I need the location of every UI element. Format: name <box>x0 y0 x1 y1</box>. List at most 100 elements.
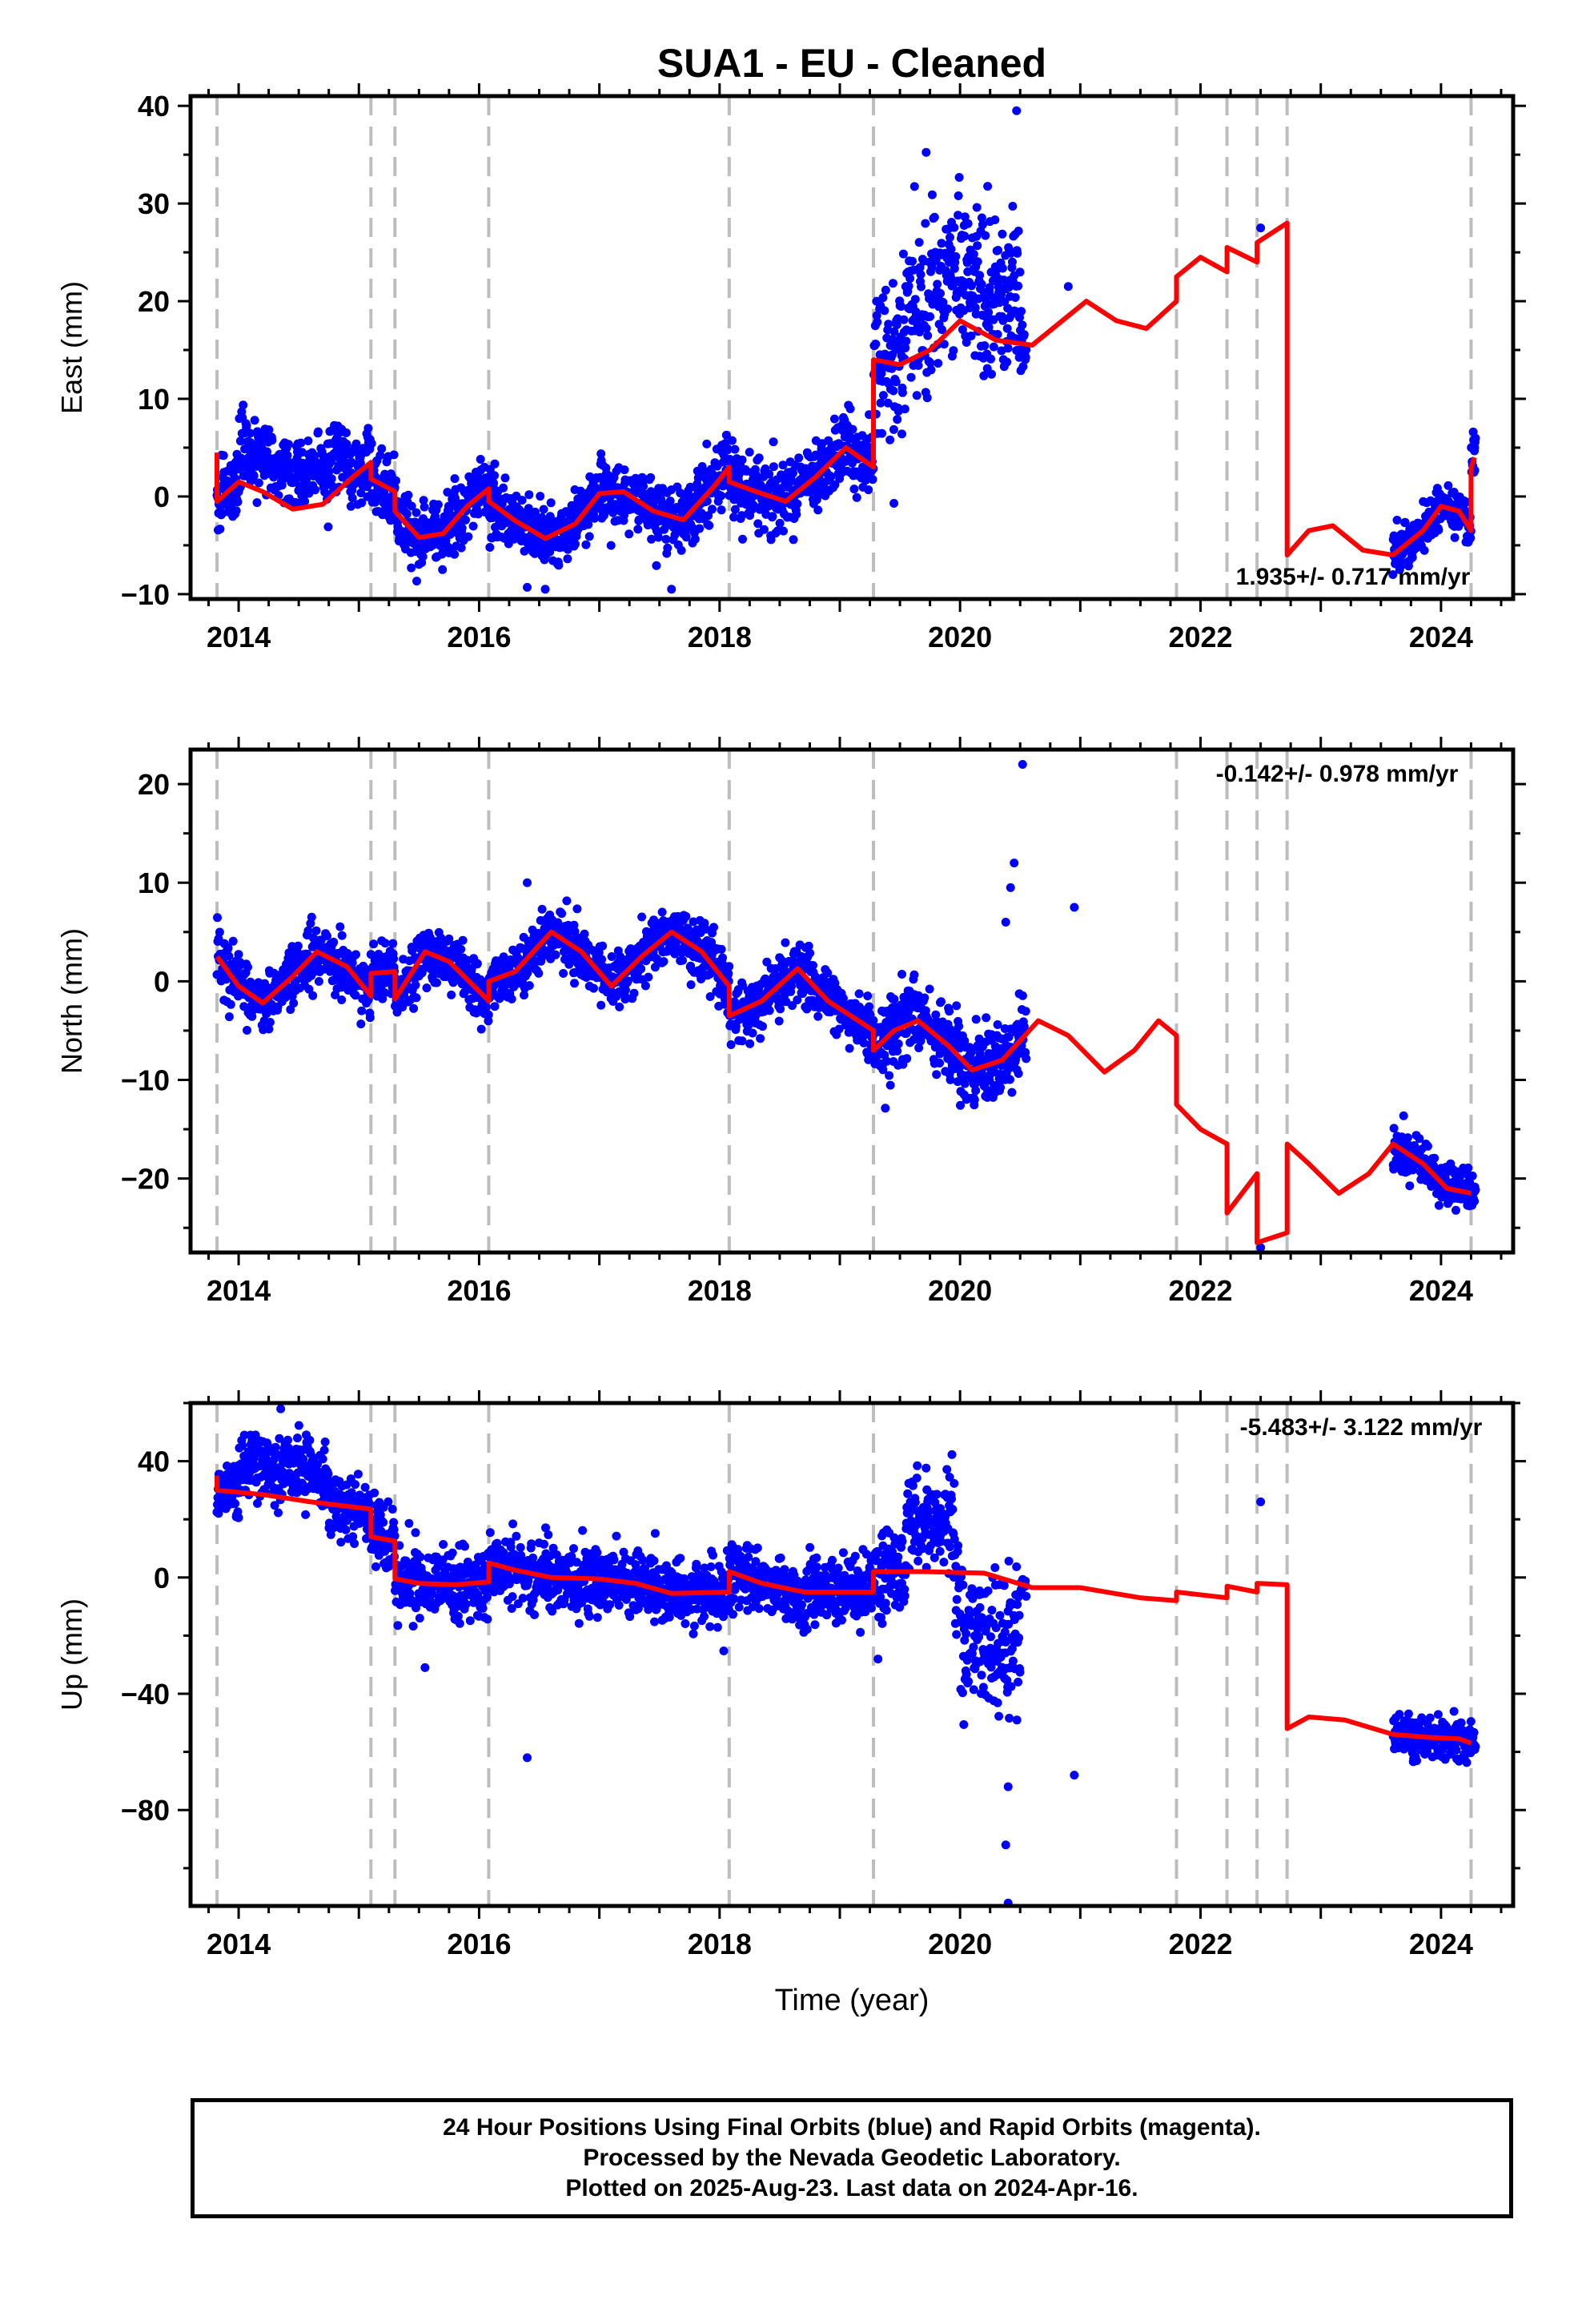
data-point <box>337 995 347 1004</box>
data-point <box>1407 553 1417 562</box>
data-point <box>1430 1153 1439 1163</box>
data-point <box>953 1077 962 1087</box>
y-tick-label: −10 <box>121 1064 170 1097</box>
data-point <box>231 1499 240 1508</box>
data-point <box>640 981 650 991</box>
data-point <box>980 341 990 351</box>
data-point <box>745 1039 755 1048</box>
outlier-point <box>1256 1243 1266 1252</box>
data-point <box>904 281 913 291</box>
data-point <box>956 1100 965 1110</box>
data-point <box>351 991 360 1000</box>
data-point <box>589 983 598 993</box>
plot-canvas: SUA1 - EU - Cleaned 2014 2016 2018 2020 2022… <box>55 41 1526 2017</box>
data-point <box>938 298 948 308</box>
data-point <box>562 896 572 906</box>
data-point <box>215 525 225 534</box>
data-point <box>717 505 726 515</box>
data-point <box>457 523 467 533</box>
data-point <box>438 565 448 574</box>
data-point <box>239 400 248 410</box>
data-point <box>945 1007 954 1016</box>
data-point <box>517 496 527 505</box>
data-point <box>893 1039 903 1048</box>
data-point <box>1434 525 1443 535</box>
data-point <box>864 1055 873 1064</box>
data-point <box>570 979 579 988</box>
data-point <box>999 275 1009 285</box>
data-point <box>725 962 734 971</box>
data-point <box>242 420 251 430</box>
data-point <box>323 522 333 532</box>
data-point <box>813 505 823 515</box>
data-point <box>935 1059 945 1068</box>
data-point <box>779 526 788 536</box>
data-point <box>926 358 935 368</box>
data-point <box>590 513 599 523</box>
data-point <box>450 549 460 559</box>
data-point <box>789 535 798 545</box>
outlier-point <box>1010 858 1019 868</box>
data-point <box>584 532 594 541</box>
data-point <box>636 964 646 974</box>
data-point <box>351 950 360 959</box>
data-point <box>897 970 906 979</box>
data-point <box>1468 1171 1477 1180</box>
data-point <box>952 1001 962 1011</box>
data-point <box>499 483 508 493</box>
data-point <box>915 263 925 272</box>
data-point <box>868 475 877 485</box>
data-point <box>320 488 330 497</box>
data-point <box>863 991 873 1001</box>
data-point <box>1003 344 1013 353</box>
data-point <box>224 951 234 961</box>
data-point <box>838 994 848 1003</box>
data-point <box>914 238 924 247</box>
data-point <box>530 549 540 558</box>
data-point <box>916 270 926 279</box>
data-point <box>311 926 321 935</box>
velocity-label: -0.142+/- 0.978 mm/yr <box>1216 761 1459 787</box>
data-point <box>984 323 994 332</box>
outlier-point <box>1388 570 1398 580</box>
x-tick-label: 2024 <box>1409 621 1473 653</box>
data-point <box>974 294 983 304</box>
data-point <box>324 467 334 476</box>
data-point <box>737 1036 747 1046</box>
data-point <box>389 450 399 460</box>
data-point <box>724 969 733 978</box>
data-point <box>926 312 935 321</box>
outlier-point <box>540 585 550 594</box>
data-point <box>1392 516 1402 525</box>
data-point <box>1014 227 1023 235</box>
data-point <box>422 983 432 993</box>
data-point <box>880 306 889 316</box>
data-point <box>753 519 763 529</box>
data-point <box>775 518 785 528</box>
data-point <box>264 425 274 435</box>
data-point <box>1018 362 1028 372</box>
data-point <box>690 534 700 544</box>
data-point <box>889 386 898 396</box>
data-point <box>931 1010 941 1019</box>
data-point <box>921 324 931 333</box>
data-point <box>444 934 454 943</box>
data-point <box>864 485 873 495</box>
data-point <box>848 424 857 434</box>
data-point <box>267 436 277 445</box>
model-line <box>215 929 1472 1245</box>
data-point <box>973 257 982 267</box>
x-tick-label: 2016 <box>447 1274 511 1307</box>
data-point <box>215 927 224 937</box>
data-point <box>897 388 907 397</box>
data-point <box>456 543 466 553</box>
data-point <box>689 917 698 927</box>
data-point <box>954 211 963 220</box>
data-point <box>412 993 421 1003</box>
data-point <box>927 190 937 199</box>
data-point <box>960 1079 970 1088</box>
data-point <box>218 509 227 518</box>
data-point <box>962 338 971 347</box>
data-point <box>228 936 238 946</box>
data-point <box>620 985 630 995</box>
